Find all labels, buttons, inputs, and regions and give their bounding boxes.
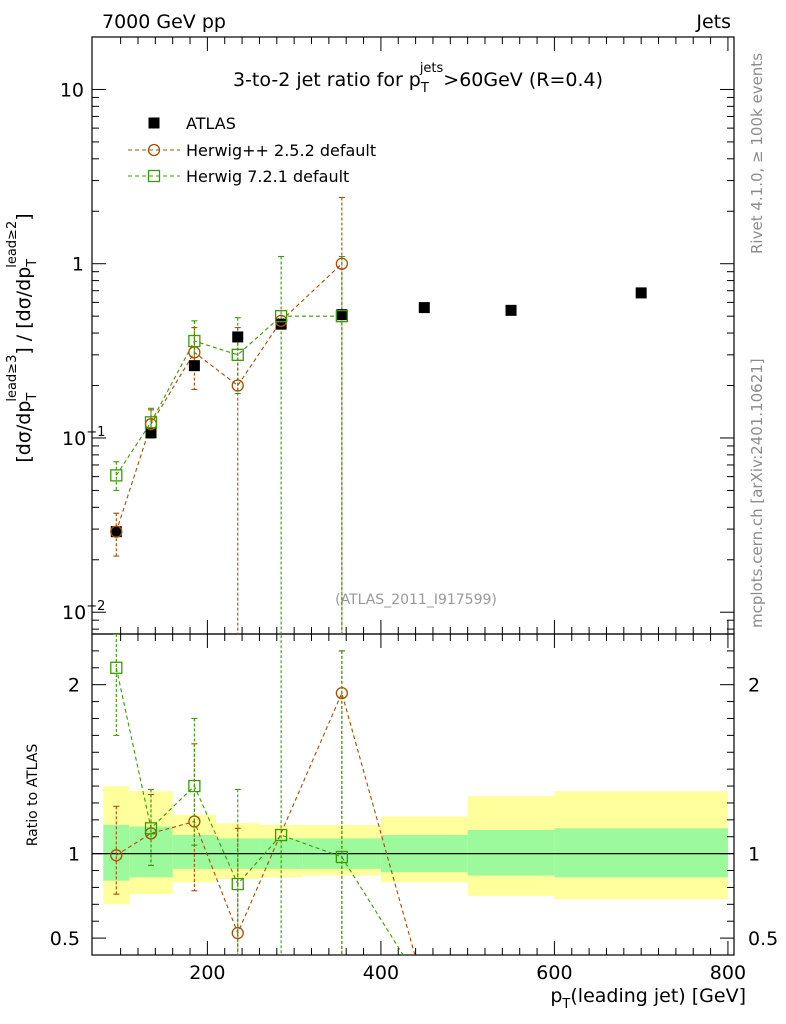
main-series	[110, 196, 647, 634]
legend-marker-atlas	[148, 117, 160, 129]
mcplots-label: mcplots.cern.ch [arXiv:2401.10621]	[748, 358, 766, 628]
x-tick-label-1: 400	[363, 962, 399, 984]
ratio-plot-frame	[91, 633, 735, 956]
x-label-sub: T	[561, 997, 570, 1012]
series-2-point-2	[188, 334, 201, 348]
series-1-point-0	[110, 525, 123, 538]
ratio-1-point-0	[110, 661, 123, 674]
tick-exponent: −2	[86, 599, 105, 614]
legend-label-herwig7: Herwig 7.2.1 default	[186, 167, 349, 186]
x-axis-label: pT(leading jet) [GeV]	[550, 985, 746, 1012]
tick-base: 10	[60, 79, 84, 101]
process-label: Jets	[695, 11, 731, 33]
ratio-line-1	[115, 667, 404, 955]
ratio-1-point-1	[144, 822, 158, 835]
main-y-tick-label-1: 10−1	[62, 425, 105, 450]
x-label-prefix: p	[550, 985, 562, 1007]
series-0-point-0	[110, 526, 122, 538]
ratio-y-tick-label-2: 2	[68, 675, 80, 697]
ratio-0-point-0	[110, 849, 123, 862]
y-label-sup1: lead≥3	[5, 355, 20, 402]
legend-label-herwigpp: Herwig++ 2.5.2 default	[186, 141, 376, 160]
series-2-point-4	[274, 310, 288, 323]
ratio-y-tick-label-right-1: 1	[748, 844, 760, 866]
series-2-point-1	[144, 416, 158, 429]
ratio-y-tick-label-right-0: 0.5	[748, 928, 778, 950]
ratio-y-tick-label-0: 0.5	[50, 928, 80, 950]
x-tick-label-2: 600	[536, 962, 572, 984]
series-2-point-5	[335, 310, 349, 323]
band-inner-8	[554, 828, 728, 878]
x-tick-label-0: 200	[189, 962, 225, 984]
ratio-y-tick-label-right-2: 2	[748, 675, 760, 697]
analysis-watermark: (ATLAS_2011_I917599)	[335, 592, 497, 608]
series-0-point-8	[635, 287, 647, 299]
main-y-axis-label: [dσ/dpTlead≥3] / [dσ/dpTlead≥2]	[5, 213, 40, 462]
legend-label-atlas: ATLAS	[186, 114, 236, 133]
series-line-2	[115, 315, 342, 476]
series-line-1	[115, 263, 343, 532]
series-0-point-2	[188, 360, 200, 372]
y-label-part2: ] / [dσ/dp	[13, 267, 35, 355]
main-y-tick-label-3: 10	[60, 79, 84, 101]
collision-label: 7000 GeV pp	[102, 11, 226, 33]
tick-base: 1	[72, 254, 84, 276]
chart-title-sub: T	[420, 81, 429, 96]
series-0-point-6	[418, 302, 430, 314]
series-0-point-3	[232, 331, 244, 343]
y-label-sup2: lead≥2	[5, 221, 20, 268]
chart-title-sup: jets	[419, 61, 444, 76]
x-tick-label-3: 800	[710, 962, 746, 984]
ratio-0-point-3	[231, 926, 244, 940]
y-label-sub1: T	[25, 393, 40, 402]
y-label-part3: ]	[13, 213, 35, 220]
series-1-point-5	[335, 257, 349, 270]
chart-title-suffix: >60GeV (R=0.4)	[443, 69, 603, 91]
ratio-y-axis-label: Ratio to ATLAS	[25, 744, 41, 847]
series-0-point-1	[145, 427, 157, 439]
tick-base: 10	[62, 428, 86, 450]
series-0-point-7	[505, 304, 517, 316]
series-0-point-4	[275, 318, 287, 330]
chart-title: 3-to-2 jet ratio for pTjets>60GeV (R=0.4…	[233, 61, 603, 96]
ratio-1-point-5	[335, 850, 349, 864]
ratio-1-point-2	[188, 779, 201, 793]
tick-base: 10	[62, 602, 86, 624]
legend-marker-herwigpp	[147, 143, 161, 157]
ratio-series	[110, 634, 416, 955]
x-label-suffix: (leading jet) [GeV]	[570, 985, 746, 1007]
ratio-1-point-3	[231, 877, 244, 891]
rivet-version-label: Rivet 4.1.0, ≥ 100k events	[748, 53, 766, 254]
main-y-tick-label-0: 10−2	[62, 599, 105, 624]
ratio-1-point-4	[274, 828, 288, 842]
main-y-tick-label-2: 1	[72, 254, 84, 276]
series-0-point-5	[336, 309, 348, 321]
legend-marker-herwig7	[147, 169, 161, 183]
series-1-point-3	[231, 379, 244, 392]
legend: ATLAS Herwig++ 2.5.2 default Herwig 7.2.…	[128, 114, 376, 186]
band-inner-7	[467, 829, 555, 876]
series-2-point-3	[231, 348, 244, 361]
y-label-sub2: T	[25, 259, 40, 268]
ratio-line-0	[115, 691, 416, 955]
chart-title-prefix: 3-to-2 jet ratio for p	[233, 69, 421, 91]
ratio-y-tick-label-1: 1	[68, 844, 80, 866]
series-2-point-0	[110, 469, 123, 482]
y-label-part1: [dσ/dp	[13, 401, 35, 463]
tick-exponent: −1	[86, 425, 105, 440]
